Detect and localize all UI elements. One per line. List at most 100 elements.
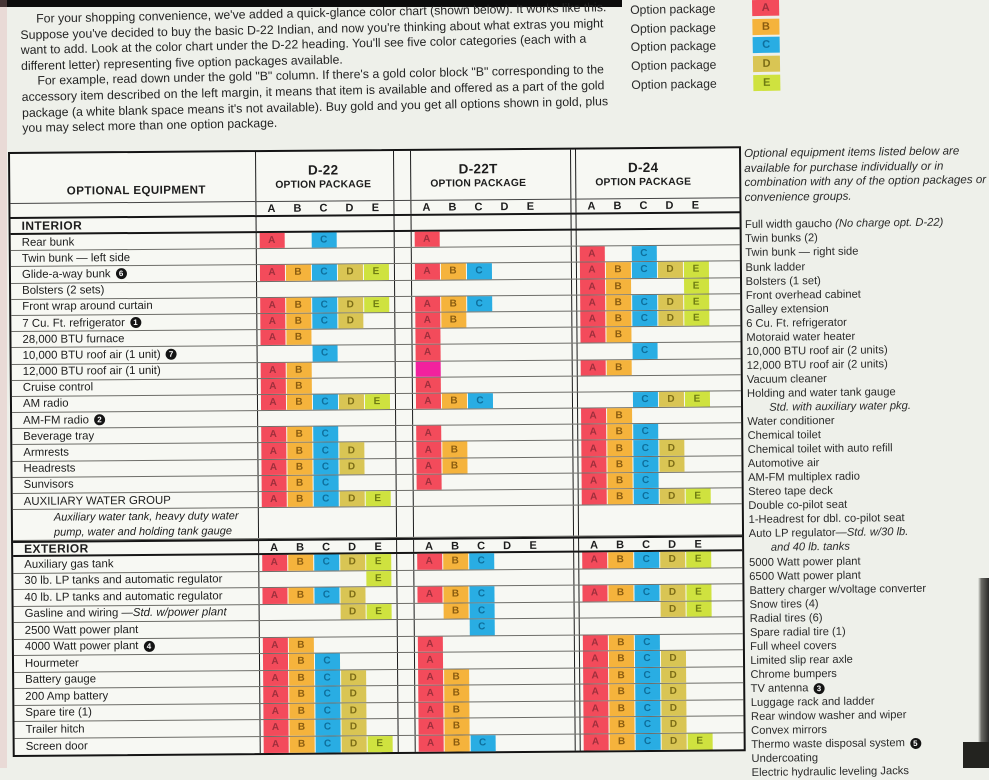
package-block-E: E: [686, 601, 712, 617]
package-slot-E: [519, 441, 545, 456]
equipment-label: AM radio: [11, 394, 259, 413]
package-slot-B: [441, 361, 467, 376]
footnote-1-icon: 1: [129, 316, 141, 329]
package-slot-B: B: [286, 459, 313, 475]
legend: Option package A Option package B Option pac…: [630, 0, 781, 94]
package-block-E: E: [687, 733, 713, 750]
package-slot-E: [684, 375, 710, 390]
equipment-label: Auxiliary gas tank: [13, 555, 260, 573]
package-block-A: A: [581, 552, 607, 569]
list-item-text: 5000 Watt power plant: [749, 555, 861, 569]
package-slot-D: D: [660, 700, 686, 717]
equipment-label-text: Glide-a-way bunk: [21, 268, 111, 281]
column-spacer: [398, 669, 416, 686]
package-slot-B: B: [608, 667, 634, 684]
package-slot-B: B: [285, 265, 311, 281]
package-slot-D: [495, 669, 521, 685]
package-block-C: C: [632, 456, 659, 472]
letter-D: D: [345, 202, 354, 215]
aux-water-description-text: Auxiliary water tank, heavy duty water pu…: [24, 509, 239, 540]
package-cell-d22: [259, 620, 398, 637]
column-spacer: [396, 490, 414, 507]
section-band-group: [256, 215, 395, 232]
package-slot-B: [288, 621, 314, 637]
equipment-label-text: Spare tire (1): [25, 706, 92, 720]
package-slot-A: A: [261, 588, 288, 604]
option-package-subtitle: OPTION PACKAGE: [595, 176, 692, 188]
package-block-C: C: [311, 264, 337, 281]
package-slot-A: A: [582, 634, 608, 651]
package-block-E: E: [366, 603, 392, 620]
package-slot-D: D: [338, 442, 364, 459]
package-slot-A: A: [580, 408, 606, 424]
package-slot-B: B: [287, 554, 313, 571]
package-block-B: B: [442, 553, 468, 570]
package-slot-A: [414, 280, 440, 295]
package-slot-E: [519, 393, 545, 408]
package-block-E: E: [363, 296, 389, 313]
package-slot-E: [363, 281, 389, 296]
package-slot-D: [659, 568, 685, 584]
package-slot-C: [466, 312, 492, 327]
package-slot-C: [469, 652, 495, 668]
package-slot-A: A: [260, 378, 286, 394]
package-block-A: A: [260, 378, 286, 394]
package-slot-C: C: [635, 733, 661, 751]
package-block-B: B: [605, 311, 631, 327]
column-spacer: [396, 507, 415, 538]
legend-row: Option package E: [631, 73, 781, 94]
package-block-B: B: [285, 297, 311, 313]
package-slot-C: C: [469, 602, 495, 619]
package-slot-C: C: [469, 619, 495, 636]
package-slot-D: D: [660, 650, 686, 667]
package-slot-C: [634, 618, 660, 634]
package-block-A: A: [260, 427, 286, 443]
package-slot-D: D: [340, 686, 366, 703]
package-block-D: D: [338, 458, 365, 475]
list-item-text: Snow tires (4): [749, 597, 819, 611]
list-item-text: Battery charger w/voltage converter: [749, 582, 927, 597]
list-item-text: Stereo tape deck: [748, 485, 833, 499]
package-slot-B: B: [609, 733, 635, 751]
package-block-magenta: [415, 361, 441, 377]
package-slot-A: A: [262, 654, 288, 670]
package-block-A: A: [415, 442, 441, 458]
model-group-header-text: D-24 OPTION PACKAGE: [578, 159, 708, 188]
package-cell-d22t: A: [413, 424, 574, 442]
package-block-B: B: [608, 651, 634, 667]
package-slot-B: B: [286, 362, 312, 378]
package-slot-E: E: [365, 491, 391, 507]
letter-D: D: [348, 541, 357, 554]
package-block-D: D: [660, 667, 686, 684]
package-slot-C: C: [313, 587, 340, 604]
package-block-B: B: [607, 489, 633, 505]
package-slot-E: [686, 618, 712, 634]
package-B-swatch: B: [752, 18, 780, 35]
package-slot-C: [466, 280, 492, 295]
package-slot-B: B: [286, 443, 312, 459]
package-slot-C: C: [631, 262, 657, 278]
package-slot-C: C: [631, 246, 657, 262]
package-slot-E: [522, 734, 548, 751]
equipment-label: Gasline and wiring — Std. w/power plant: [13, 604, 260, 623]
package-slot-A: [259, 281, 285, 296]
equipment-label: 12,000 BTU roof air (1 unit): [11, 362, 258, 380]
package-slot-B: B: [440, 312, 466, 328]
package-block-A: A: [580, 440, 606, 457]
package-slot-B: B: [607, 472, 633, 489]
package-block-C: C: [312, 442, 338, 459]
package-slot-E: [364, 362, 390, 377]
list-item-text: Limited slip rear axle: [750, 653, 853, 667]
package-block-B: B: [608, 634, 634, 651]
package-slot-B: B: [287, 587, 314, 604]
equipment-label: 200 Amp battery: [14, 687, 261, 705]
package-block-A: A: [261, 491, 287, 508]
package-slot-D: [493, 458, 519, 473]
